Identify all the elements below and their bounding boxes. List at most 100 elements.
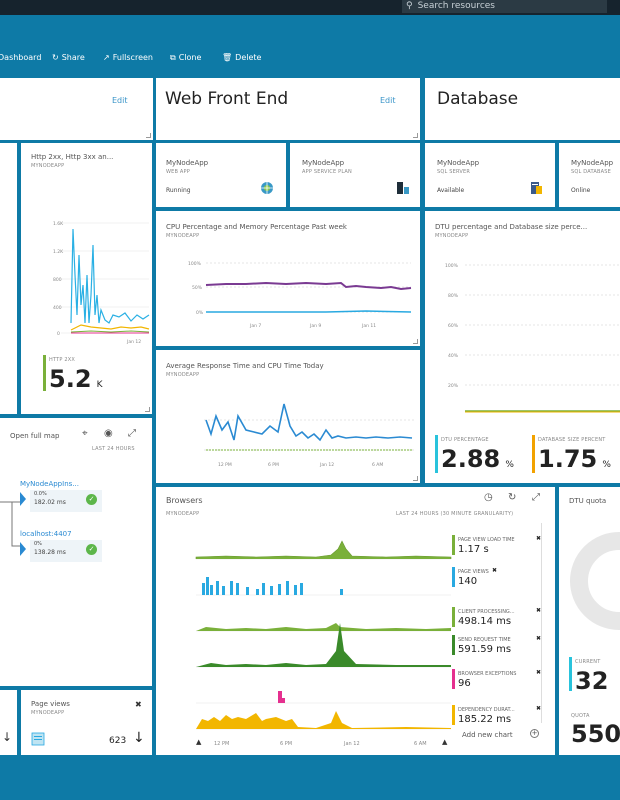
healthy-icon: ✓	[86, 544, 97, 555]
pin-icon[interactable]: ✖	[135, 700, 142, 709]
top-bar: ⚲ Search resources	[0, 0, 620, 15]
x-tick: Jan 12	[126, 339, 141, 345]
y-tick: 80%	[448, 293, 459, 299]
healthy-icon: ✓	[86, 494, 97, 505]
sql-database-tile[interactable]: MyNodeApp SQL DATABASE Online	[559, 143, 620, 207]
dtu-kpi1: 2.88 %	[441, 445, 514, 473]
search-box[interactable]: ⚲ Search resources	[402, 0, 607, 13]
map-node-app[interactable]: MyNodeAppIns... 0.0% 182.02 ms ✓	[20, 480, 106, 516]
http-kpi-unit: K	[96, 380, 103, 390]
cpu-memory-chart: 100% 50% 0% Jan 7 Jan 9 Jan 11	[188, 261, 412, 329]
browsers-x-axis: 12 PM 6 PM Jan 12 6 AM	[204, 741, 484, 751]
scrollbar[interactable]	[541, 523, 549, 723]
http-kpi-value: 5.2	[49, 365, 92, 393]
service-plan-tile[interactable]: MyNodeApp APP SERVICE PLAN	[290, 143, 420, 207]
node-name: localhost:4407	[20, 530, 72, 538]
web-front-end-tile[interactable]: Web Front End Edit	[156, 78, 420, 140]
dtu-kpi2: 1.75 %	[538, 445, 611, 473]
expand-icon[interactable]: ⤢	[128, 428, 136, 439]
http-chart-plot: 1.6K 1.2K 800 400 0 Jan 12	[53, 221, 150, 345]
resize-handle[interactable]	[145, 407, 150, 412]
delete-label: Delete	[235, 53, 262, 62]
cpu-memory-tile[interactable]: CPU Percentage and Memory Percentage Pas…	[156, 211, 420, 346]
dependency-series	[196, 711, 451, 729]
delete-button[interactable]: 🗑 Delete	[222, 53, 261, 62]
cpu-memory-subtitle: MYNODEAPP	[166, 233, 200, 239]
app-map-time: LAST 24 HOURS	[92, 446, 135, 452]
dtu-quota-tile[interactable]: DTU quota CURRENT 32 QUOTA 550	[559, 487, 620, 755]
range-start-marker-icon[interactable]: ▲	[196, 738, 202, 746]
resize-handle[interactable]	[413, 339, 418, 344]
open-map-link[interactable]: Open full map	[10, 432, 60, 440]
sql-server-type: SQL SERVER	[437, 169, 471, 175]
range-end-marker-icon[interactable]: ▲	[442, 738, 448, 746]
remove-metric-icon[interactable]: ✖	[492, 567, 498, 574]
webapp-tile[interactable]: MyNodeApp WEB APP Running	[156, 143, 286, 207]
download-icon[interactable]: ↓	[2, 730, 13, 744]
remove-metric-icon[interactable]: ✖	[536, 705, 542, 712]
trend-down-icon: ↓	[133, 730, 145, 746]
add-new-chart-link[interactable]: Add new chart	[462, 731, 513, 739]
page-views-subtitle: MYNODEAPP	[31, 710, 65, 716]
metric-page-views[interactable]: PAGE VIEWS 140 ✖	[452, 567, 547, 587]
fullscreen-button[interactable]: ↗ Fullscreen	[103, 53, 153, 62]
partial-left-tile[interactable]	[0, 143, 17, 414]
x-tick: 12 PM	[218, 462, 232, 468]
bar	[300, 583, 303, 595]
http-chart-tile[interactable]: Http 2xx, Http 3xx an... MYNODEAPP 1.6K …	[21, 143, 152, 414]
sql-server-tile[interactable]: MyNodeApp SQL SERVER Available	[425, 143, 555, 207]
add-chart-icon[interactable]: +	[530, 729, 539, 738]
y-tick: 800	[53, 277, 62, 283]
remove-metric-icon[interactable]: ✖	[536, 607, 542, 614]
resize-handle[interactable]	[413, 133, 418, 138]
metric-value: 1.17 s	[458, 544, 489, 555]
node-name: MyNodeAppIns...	[20, 480, 79, 488]
left-header-tile[interactable]: Edit	[0, 78, 153, 140]
memory-series	[205, 281, 412, 291]
metric-name: PAGE VIEWS	[458, 569, 489, 575]
metric-name: PAGE VIEW LOAD TIME	[458, 537, 515, 543]
node-pct: 0.0%	[34, 491, 47, 497]
edit-link[interactable]: Edit	[380, 96, 396, 105]
resize-handle[interactable]	[413, 476, 418, 481]
browsers-time-range: LAST 24 HOURS (30 MINUTE GRANULARITY)	[396, 511, 514, 517]
bar	[294, 585, 297, 595]
metric-browser-exceptions[interactable]: BROWSER EXCEPTIONS 96 ✖	[452, 669, 547, 689]
x-tick: Jan 12	[344, 741, 360, 747]
dtu-tile[interactable]: DTU percentage and Database size perce..…	[425, 211, 620, 483]
refresh-icon[interactable]: ↻	[508, 492, 517, 503]
page-views-tile[interactable]: Page views MYNODEAPP ✖ 623 ↓	[21, 690, 152, 755]
browsers-tile[interactable]: Browsers MYNODEAPP LAST 24 HOURS (30 MIN…	[156, 487, 555, 755]
view-icon[interactable]: ◉	[104, 428, 113, 439]
metric-page-view-load-time[interactable]: PAGE VIEW LOAD TIME 1.17 s ✖	[452, 535, 547, 555]
remove-metric-icon[interactable]: ✖	[536, 669, 542, 676]
quota-value: 550	[571, 720, 620, 748]
kpi-stripe	[43, 355, 46, 391]
page-views-title: Page views	[31, 700, 70, 708]
expand-icon[interactable]: ⤢	[532, 492, 540, 503]
database-tile[interactable]: Database	[425, 78, 620, 140]
map-node-localhost[interactable]: localhost:4407 0% 138.28 ms ✓	[20, 530, 106, 566]
response-time-tile[interactable]: Average Response Time and CPU Time Today…	[156, 350, 420, 483]
remove-metric-icon[interactable]: ✖	[536, 535, 542, 542]
fit-icon[interactable]: ⌖	[82, 428, 88, 439]
bar	[216, 581, 219, 595]
metric-dependency-duration[interactable]: DEPENDENCY DURAT... 185.22 ms ✖	[452, 705, 547, 725]
clock-icon[interactable]: ◷	[484, 492, 493, 503]
app-map-tile[interactable]: Open full map ⌖ ◉ ⤢ LAST 24 HOURS MyNode…	[0, 418, 152, 686]
dashboard-button[interactable]: Dashboard	[0, 53, 41, 62]
share-button[interactable]: ↻ Share	[52, 53, 85, 62]
y-tick: 400	[53, 305, 62, 311]
partial-bottom-left-tile[interactable]: ↓	[0, 690, 17, 755]
bar	[230, 581, 233, 595]
remove-metric-icon[interactable]: ✖	[536, 635, 542, 642]
edit-link[interactable]: Edit	[112, 96, 128, 105]
resize-handle[interactable]	[146, 133, 151, 138]
current-value: 32	[575, 667, 609, 695]
metric-client-processing[interactable]: CLIENT PROCESSING... 498.14 ms ✖	[452, 607, 547, 627]
clone-button[interactable]: ⧉ Clone	[170, 53, 201, 63]
metric-send-request-time[interactable]: SEND REQUEST TIME 591.59 ms ✖	[452, 635, 547, 655]
y-tick: 100%	[445, 263, 459, 269]
http-chart-subtitle: MYNODEAPP	[31, 163, 65, 169]
y-tick: 1.6K	[53, 221, 64, 227]
